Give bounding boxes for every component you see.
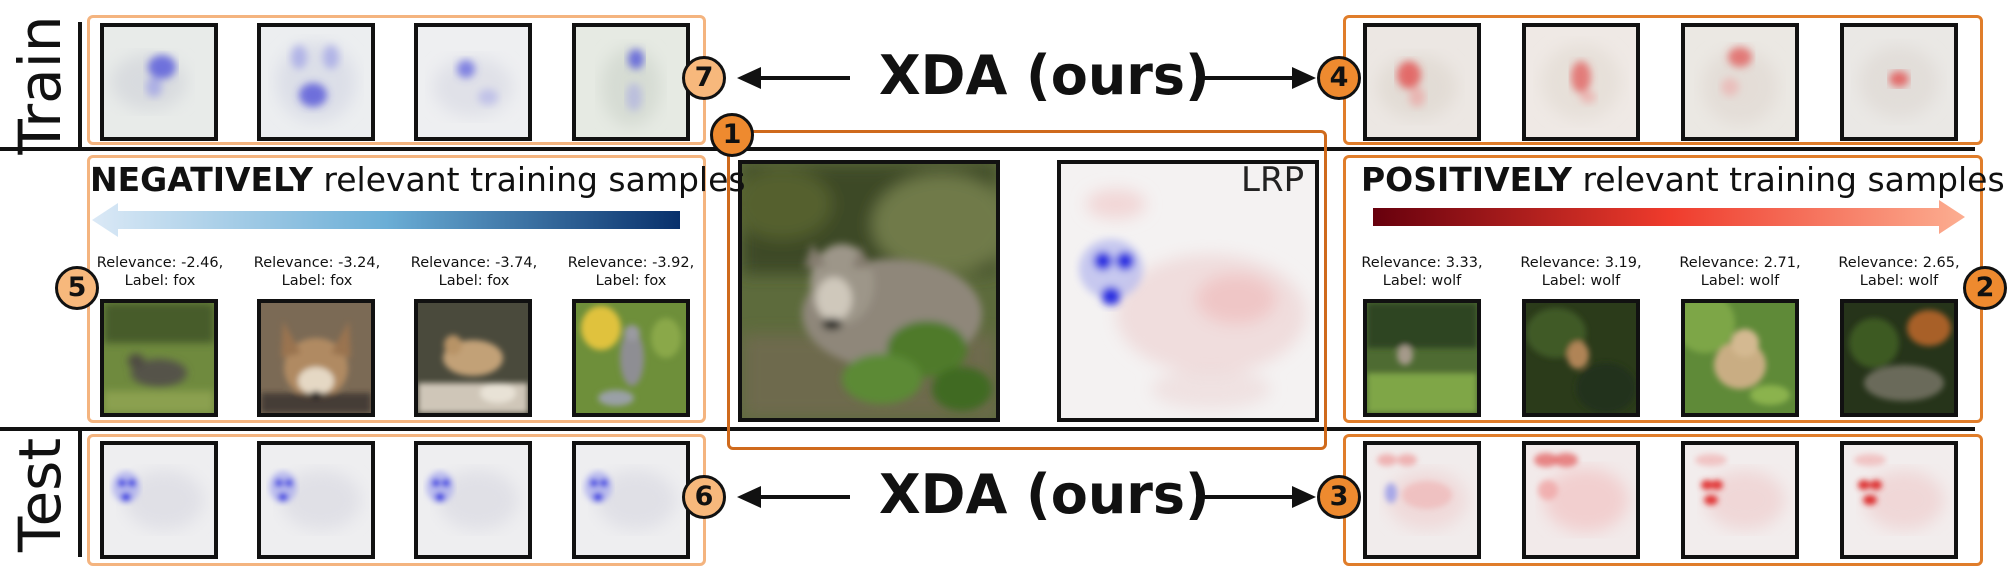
positive-relevance-gradient-arrow bbox=[1373, 200, 1965, 234]
negative-sample-caption-3: Relevance: -3.74, Label: fox bbox=[400, 254, 548, 290]
positive-sample-relevance-4: Relevance: 2.65, bbox=[1838, 255, 1960, 271]
arrow-left-head-bottom bbox=[737, 486, 761, 508]
train-positive-heatmap-4 bbox=[1840, 23, 1958, 141]
positive-sample-caption-1: Relevance: 3.33, Label: wolf bbox=[1348, 254, 1496, 290]
negative-samples-title: NEGATIVELY relevant training samples bbox=[90, 160, 746, 199]
arrow-right-line bbox=[1202, 76, 1294, 80]
positive-samples-title: POSITIVELY relevant training samples bbox=[1361, 160, 2005, 199]
train-positive-heatmap-2 bbox=[1522, 23, 1640, 141]
negative-title-bold: NEGATIVELY bbox=[90, 160, 313, 199]
arrow-right-head-bottom bbox=[1292, 486, 1316, 508]
train-negative-heatmap-2 bbox=[257, 23, 375, 141]
badge-4: 4 bbox=[1317, 56, 1361, 100]
positive-sample-caption-4: Relevance: 2.65, Label: wolf bbox=[1825, 254, 1973, 290]
bottom-row-divider bbox=[0, 427, 1975, 431]
negative-sample-caption-1: Relevance: -2.46, Label: fox bbox=[86, 254, 234, 290]
train-negative-heatmap-4 bbox=[572, 23, 690, 141]
train-negative-heatmap-3 bbox=[414, 23, 532, 141]
positive-sample-wolf-1 bbox=[1363, 299, 1481, 417]
test-negative-heatmap-4 bbox=[572, 441, 690, 559]
negative-sample-relevance-2: Relevance: -3.24, bbox=[253, 255, 381, 271]
test-negative-heatmap-3 bbox=[414, 441, 532, 559]
negative-sample-relevance-1: Relevance: -2.46, bbox=[96, 255, 224, 271]
badge-5: 5 bbox=[55, 266, 99, 310]
positive-title-bold: POSITIVELY bbox=[1361, 160, 1572, 199]
test-row-rule bbox=[78, 429, 82, 557]
negative-sample-fox-1 bbox=[100, 299, 218, 417]
negative-sample-fox-2 bbox=[257, 299, 375, 417]
negative-relevance-gradient-arrow bbox=[92, 203, 680, 237]
positive-sample-label-4: Label: wolf bbox=[1859, 273, 1939, 289]
arrow-right-line-bottom bbox=[1202, 495, 1294, 499]
negative-sample-label-1: Label: fox bbox=[124, 273, 196, 289]
row-label-train: Train bbox=[6, 15, 74, 155]
badge-3: 3 bbox=[1317, 475, 1361, 519]
positive-sample-caption-2: Relevance: 3.19, Label: wolf bbox=[1507, 254, 1655, 290]
test-negative-heatmap-1 bbox=[100, 441, 218, 559]
positive-sample-wolf-4 bbox=[1840, 299, 1958, 417]
positive-sample-label-3: Label: wolf bbox=[1700, 273, 1780, 289]
negative-sample-relevance-3: Relevance: -3.74, bbox=[410, 255, 538, 271]
positive-sample-relevance-1: Relevance: 3.33, bbox=[1361, 255, 1483, 271]
badge-2: 2 bbox=[1963, 266, 2007, 310]
xda-label-bottom: XDA (ours) bbox=[879, 463, 1210, 526]
badge-6: 6 bbox=[682, 475, 726, 519]
negative-sample-caption-2: Relevance: -3.24, Label: fox bbox=[243, 254, 391, 290]
input-wolf-image bbox=[738, 160, 1000, 422]
negative-sample-relevance-4: Relevance: -3.92, bbox=[567, 255, 695, 271]
positive-sample-wolf-3 bbox=[1681, 299, 1799, 417]
arrow-right-head bbox=[1292, 67, 1316, 89]
top-row-divider bbox=[0, 147, 1975, 151]
positive-title-rest: relevant training samples bbox=[1571, 160, 2005, 199]
train-row-rule bbox=[78, 22, 82, 148]
test-positive-heatmap-4 bbox=[1840, 441, 1958, 559]
negative-sample-fox-3 bbox=[414, 299, 532, 417]
train-positive-heatmap-3 bbox=[1681, 23, 1799, 141]
test-positive-heatmap-1 bbox=[1363, 441, 1481, 559]
train-positive-heatmap-1 bbox=[1363, 23, 1481, 141]
train-negative-heatmap-1 bbox=[100, 23, 218, 141]
test-positive-heatmap-2 bbox=[1522, 441, 1640, 559]
row-label-test: Test bbox=[6, 437, 74, 553]
badge-7: 7 bbox=[682, 56, 726, 100]
positive-sample-caption-3: Relevance: 2.71, Label: wolf bbox=[1666, 254, 1814, 290]
input-explanation-box bbox=[727, 130, 1327, 450]
arrow-left-line bbox=[758, 76, 850, 80]
positive-sample-relevance-3: Relevance: 2.71, bbox=[1679, 255, 1801, 271]
arrow-left-head bbox=[737, 67, 761, 89]
negative-sample-label-2: Label: fox bbox=[281, 273, 353, 289]
positive-sample-wolf-2 bbox=[1522, 299, 1640, 417]
positive-sample-relevance-2: Relevance: 3.19, bbox=[1520, 255, 1642, 271]
positive-sample-label-1: Label: wolf bbox=[1382, 273, 1462, 289]
negative-sample-label-4: Label: fox bbox=[595, 273, 667, 289]
xda-label-top: XDA (ours) bbox=[879, 44, 1210, 107]
lrp-label: LRP bbox=[1241, 160, 1305, 200]
test-positive-heatmap-3 bbox=[1681, 441, 1799, 559]
negative-title-rest: relevant training samples bbox=[312, 160, 746, 199]
arrow-left-line-bottom bbox=[758, 495, 850, 499]
negative-sample-caption-4: Relevance: -3.92, Label: fox bbox=[557, 254, 705, 290]
negative-sample-label-3: Label: fox bbox=[438, 273, 510, 289]
positive-sample-label-2: Label: wolf bbox=[1541, 273, 1621, 289]
badge-1: 1 bbox=[710, 113, 754, 157]
test-negative-heatmap-2 bbox=[257, 441, 375, 559]
negative-sample-fox-4 bbox=[572, 299, 690, 417]
lrp-heatmap-image bbox=[1057, 160, 1319, 422]
